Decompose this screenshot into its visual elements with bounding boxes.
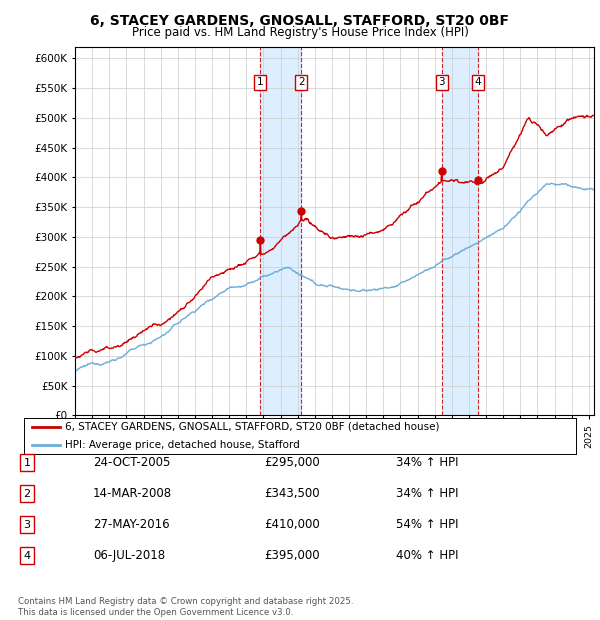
Text: 3: 3 [439,78,445,87]
Text: 54% ↑ HPI: 54% ↑ HPI [396,518,458,531]
Text: 24-OCT-2005: 24-OCT-2005 [93,456,170,469]
Text: 1: 1 [23,458,31,467]
Text: Price paid vs. HM Land Registry's House Price Index (HPI): Price paid vs. HM Land Registry's House … [131,26,469,39]
Text: Contains HM Land Registry data © Crown copyright and database right 2025.
This d: Contains HM Land Registry data © Crown c… [18,598,353,617]
Text: 2: 2 [23,489,31,498]
Text: 4: 4 [23,551,31,560]
Text: 2: 2 [298,78,305,87]
Bar [442,46,478,415]
Text: 06-JUL-2018: 06-JUL-2018 [93,549,165,562]
Text: 34% ↑ HPI: 34% ↑ HPI [396,456,458,469]
Text: £410,000: £410,000 [264,518,320,531]
Bar [260,46,301,415]
Text: 40% ↑ HPI: 40% ↑ HPI [396,549,458,562]
Text: HPI: Average price, detached house, Stafford: HPI: Average price, detached house, Staf… [65,440,300,450]
Text: 3: 3 [23,520,31,529]
Text: 27-MAY-2016: 27-MAY-2016 [93,518,170,531]
Text: 6, STACEY GARDENS, GNOSALL, STAFFORD, ST20 0BF (detached house): 6, STACEY GARDENS, GNOSALL, STAFFORD, ST… [65,422,440,432]
Text: £395,000: £395,000 [264,549,320,562]
Text: 34% ↑ HPI: 34% ↑ HPI [396,487,458,500]
Text: 6, STACEY GARDENS, GNOSALL, STAFFORD, ST20 0BF: 6, STACEY GARDENS, GNOSALL, STAFFORD, ST… [91,14,509,28]
Text: £295,000: £295,000 [264,456,320,469]
Text: 1: 1 [257,78,263,87]
Text: £343,500: £343,500 [264,487,320,500]
Text: 14-MAR-2008: 14-MAR-2008 [93,487,172,500]
Text: 4: 4 [475,78,481,87]
